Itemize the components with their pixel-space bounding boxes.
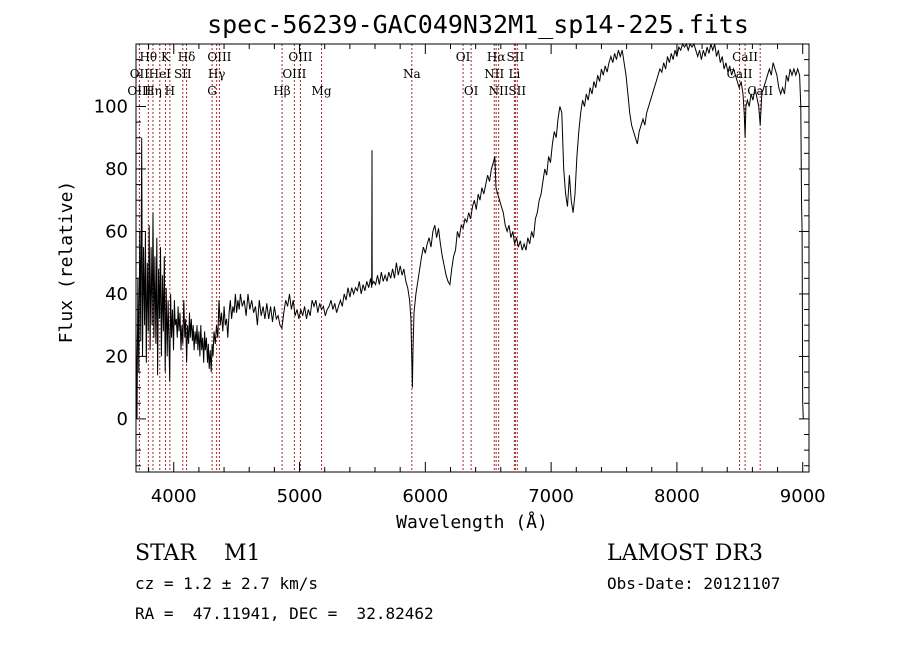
line-label: CaII [732,50,758,64]
line-label: Na [403,67,421,81]
line-label: OIII [288,50,312,64]
line-label: SII [508,84,526,98]
line-label: Mg [312,84,332,98]
line-label: G [207,84,217,98]
line-label: OIII [282,67,306,81]
line-label: NII [489,84,509,98]
y-axis-ticks: 0 20 40 60 80 100 [94,59,809,467]
line-label: OII [130,67,150,81]
x-tick-label: 5000 [277,486,323,507]
y-tick-label: 0 [117,409,128,430]
line-label: OI [464,84,479,98]
chart-title: spec-56239-GAC049N32M1_sp14-225.fits [207,10,749,39]
line-label: H [165,84,175,98]
ra-dec: RA = 47.11941, DEC = 32.82462 [135,604,434,623]
x-tick-label: 6000 [402,486,448,507]
x-tick-label: 8000 [654,486,700,507]
y-tick-label: 100 [94,96,128,117]
line-label: SII [507,50,525,64]
emission-line-markers [138,44,761,472]
line-label: Hγ [208,67,226,81]
line-label: Hα [487,50,506,64]
y-axis-label: Flux (relative) [56,181,77,344]
line-label: Hδ [178,50,196,64]
spectrum-series-line [135,42,804,419]
x-tick-label: 9000 [780,486,826,507]
y-tick-label: 60 [105,221,128,242]
object-class: STAR M1 [135,541,261,566]
x-axis-ticks: 4000 5000 6000 7000 8000 9000 [148,44,826,507]
y-tick-label: 40 [105,284,128,305]
y-tick-label: 20 [105,346,128,367]
x-tick-label: 4000 [151,486,197,507]
redshift-cz: cz = 1.2 ± 2.7 km/s [135,574,318,593]
line-label: Hβ [273,84,290,98]
line-label: K [161,50,171,64]
line-label: OIII [207,50,231,64]
x-tick-label: 7000 [528,486,574,507]
plot-frame [135,43,810,473]
line-label: Li [508,67,520,81]
line-label: Hη [144,84,162,98]
line-label: OI [456,50,471,64]
line-label: HeI [149,67,172,81]
x-axis-label: Wavelength (Å) [396,511,548,533]
line-label: Hθ [139,50,157,64]
line-label: SII [174,67,192,81]
survey-name: LAMOST DR3 [607,541,763,566]
line-label: NII [484,67,504,81]
y-tick-label: 80 [105,159,128,180]
obs-date: Obs-Date: 20121107 [607,574,780,593]
